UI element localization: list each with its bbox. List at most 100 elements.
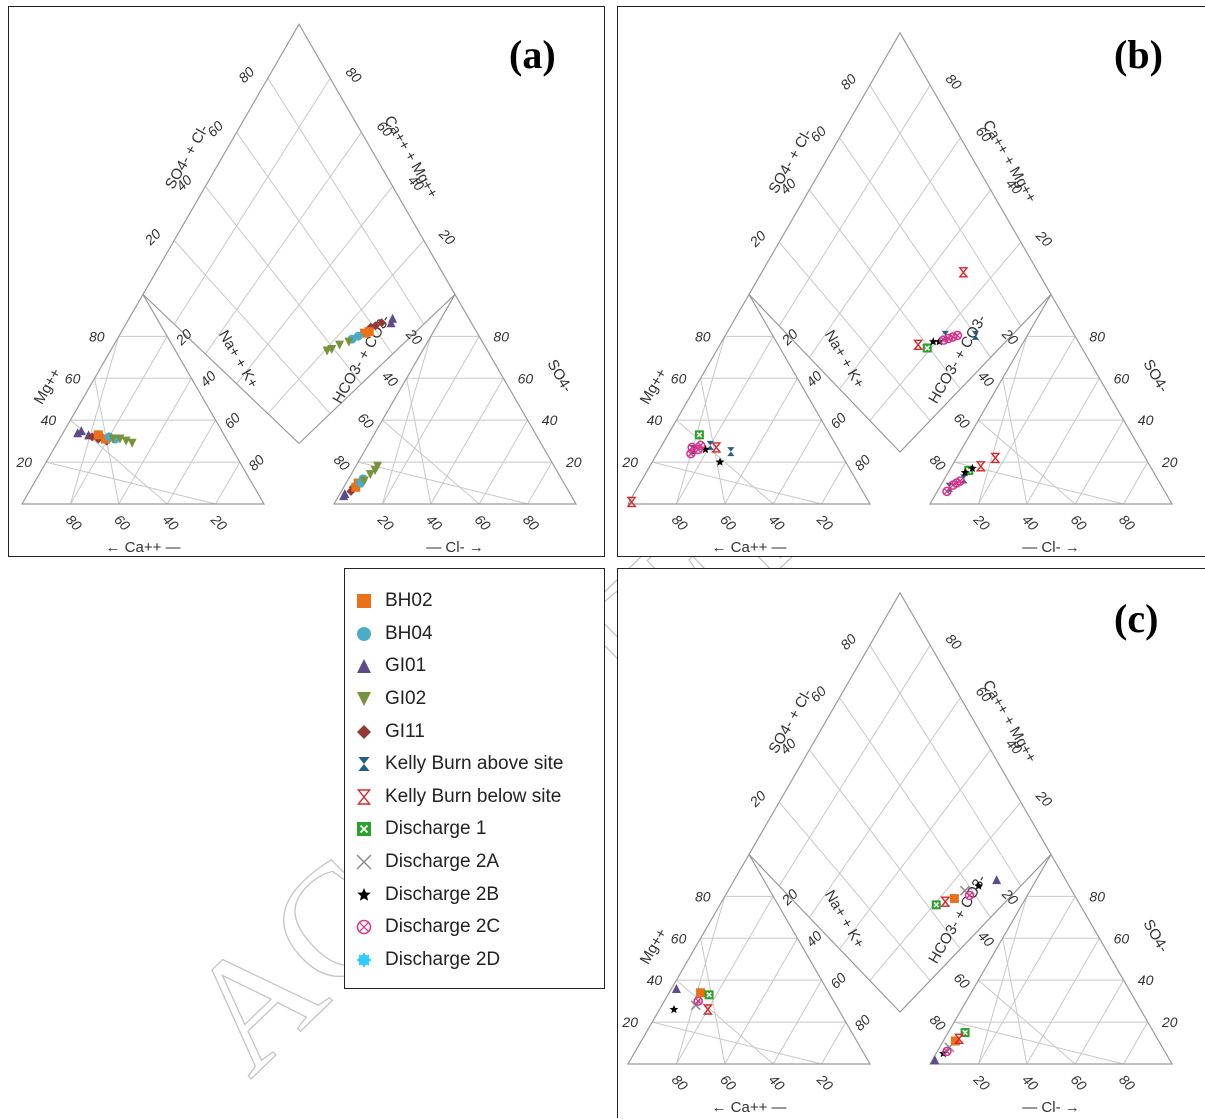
data-point [941, 330, 949, 340]
legend-marker-star [357, 887, 371, 901]
tick-label: 40 [647, 412, 663, 428]
data-point [322, 346, 332, 356]
tick-label: 60 [1114, 370, 1130, 386]
data-point [968, 463, 977, 472]
axis-title-so4: SO4- [1139, 357, 1171, 396]
data-point [686, 448, 696, 459]
data-point [669, 1005, 679, 1014]
data-point [694, 430, 704, 440]
data-points [669, 875, 1002, 1065]
panel-label-c: (c) [1114, 596, 1159, 641]
legend-marker-icon [357, 724, 371, 739]
data-point [971, 330, 980, 340]
data-point [952, 330, 963, 341]
data-point [386, 318, 396, 328]
tick-label: 40 [41, 412, 57, 428]
legend-item: GI01 [345, 650, 604, 683]
data-point [922, 343, 932, 353]
legend-marker-icon [358, 757, 370, 772]
axis-title-mg: Mg++ [31, 365, 65, 407]
tick-label: 60 [1114, 930, 1130, 946]
tick-label: 60 [472, 511, 494, 533]
data-points [626, 267, 1001, 508]
data-point [955, 476, 965, 486]
tick-label: 80 [927, 451, 949, 473]
legend-item: Discharge 1 [345, 813, 604, 846]
tick-label: 40 [766, 511, 788, 533]
legend-label: BH04 [385, 622, 433, 644]
data-point [696, 988, 706, 998]
tick-label: 20 [402, 325, 425, 348]
data-point [671, 984, 681, 994]
piper-panel-c: 80 20 20 20 20 20 20 20 60 40 40 40 40 40 40 40 40 60 60 60… [617, 568, 1205, 1118]
legend-label: Discharge 2B [385, 883, 500, 905]
tick-label: 80 [63, 511, 85, 533]
tick-label: 20 [141, 226, 164, 249]
data-point [942, 486, 952, 497]
legend-marker-icon [357, 659, 371, 674]
data-point [953, 1033, 965, 1045]
axis-title-cl: — Cl- → [426, 539, 484, 556]
legend-marker-icon [357, 692, 371, 707]
data-point [340, 489, 350, 499]
tick-label: 40 [1138, 412, 1154, 428]
panel-label-a: (a) [509, 32, 556, 77]
data-point [964, 890, 975, 901]
legend-marker-icon [357, 626, 371, 641]
legend-label: GI02 [385, 688, 427, 710]
data-point [949, 894, 959, 904]
legend-marker-icon [356, 919, 372, 935]
data-point [992, 875, 1002, 885]
legend-item: Kelly Burn below site [345, 781, 604, 814]
data-point [942, 1046, 952, 1057]
legend-item: Discharge 2A [345, 846, 604, 879]
tick-label: 20 [746, 787, 769, 810]
tick-label: 80 [1116, 1071, 1138, 1093]
tick-label: 80 [89, 328, 105, 344]
legend-marker-icon [357, 594, 371, 609]
legend-label: Discharge 1 [385, 818, 487, 840]
tick-label: 80 [520, 511, 542, 533]
legend-marker-boxed-x [357, 822, 371, 837]
axis-title-so4: SO4- [1139, 917, 1171, 956]
tick-label: 20 [970, 1071, 993, 1094]
legend-marker-icon [357, 952, 371, 967]
data-point [940, 896, 951, 907]
tick-label: 80 [1089, 328, 1105, 344]
data-point [715, 457, 725, 466]
legend-label: GI11 [385, 720, 425, 742]
legend-item: Discharge 2B [345, 878, 604, 911]
series-kelly-burn-below-site [702, 896, 965, 1045]
tick-label: 40 [1019, 1071, 1041, 1093]
tick-label: 20 [1161, 454, 1178, 470]
data-point [711, 442, 722, 453]
axis-title-nak: Na+ + K+ [821, 327, 868, 391]
legend-marker-icon [357, 887, 371, 901]
data-point [931, 900, 941, 910]
series-bh02 [696, 894, 960, 1046]
tick-label: 80 [669, 1071, 691, 1093]
legend-marker-icon [356, 789, 372, 805]
tick-label: 60 [65, 370, 81, 386]
legend-marker-circled-x [356, 919, 372, 935]
tick-label: 60 [671, 370, 687, 386]
tick-label: 20 [970, 511, 993, 534]
tick-label: 40 [1019, 511, 1041, 533]
legend-item: Discharge 2C [345, 911, 604, 944]
legend-marker-hourglass-open [356, 789, 372, 805]
tick-label: 40 [542, 412, 558, 428]
legend-label: Discharge 2D [385, 948, 501, 970]
tick-label: 20 [207, 511, 230, 534]
tick-label: 80 [331, 451, 353, 473]
legend-item: BH02 [345, 585, 604, 618]
data-point [928, 337, 938, 346]
data-point [948, 332, 958, 342]
legend-marker-diamond [357, 724, 371, 739]
legend-item: GI02 [345, 683, 604, 716]
axis-title-ca: ← Ca++ — [105, 539, 180, 556]
tick-label: 60 [355, 409, 377, 431]
tick-label: 60 [518, 370, 534, 386]
legend-marker-triangle-down [357, 692, 371, 707]
